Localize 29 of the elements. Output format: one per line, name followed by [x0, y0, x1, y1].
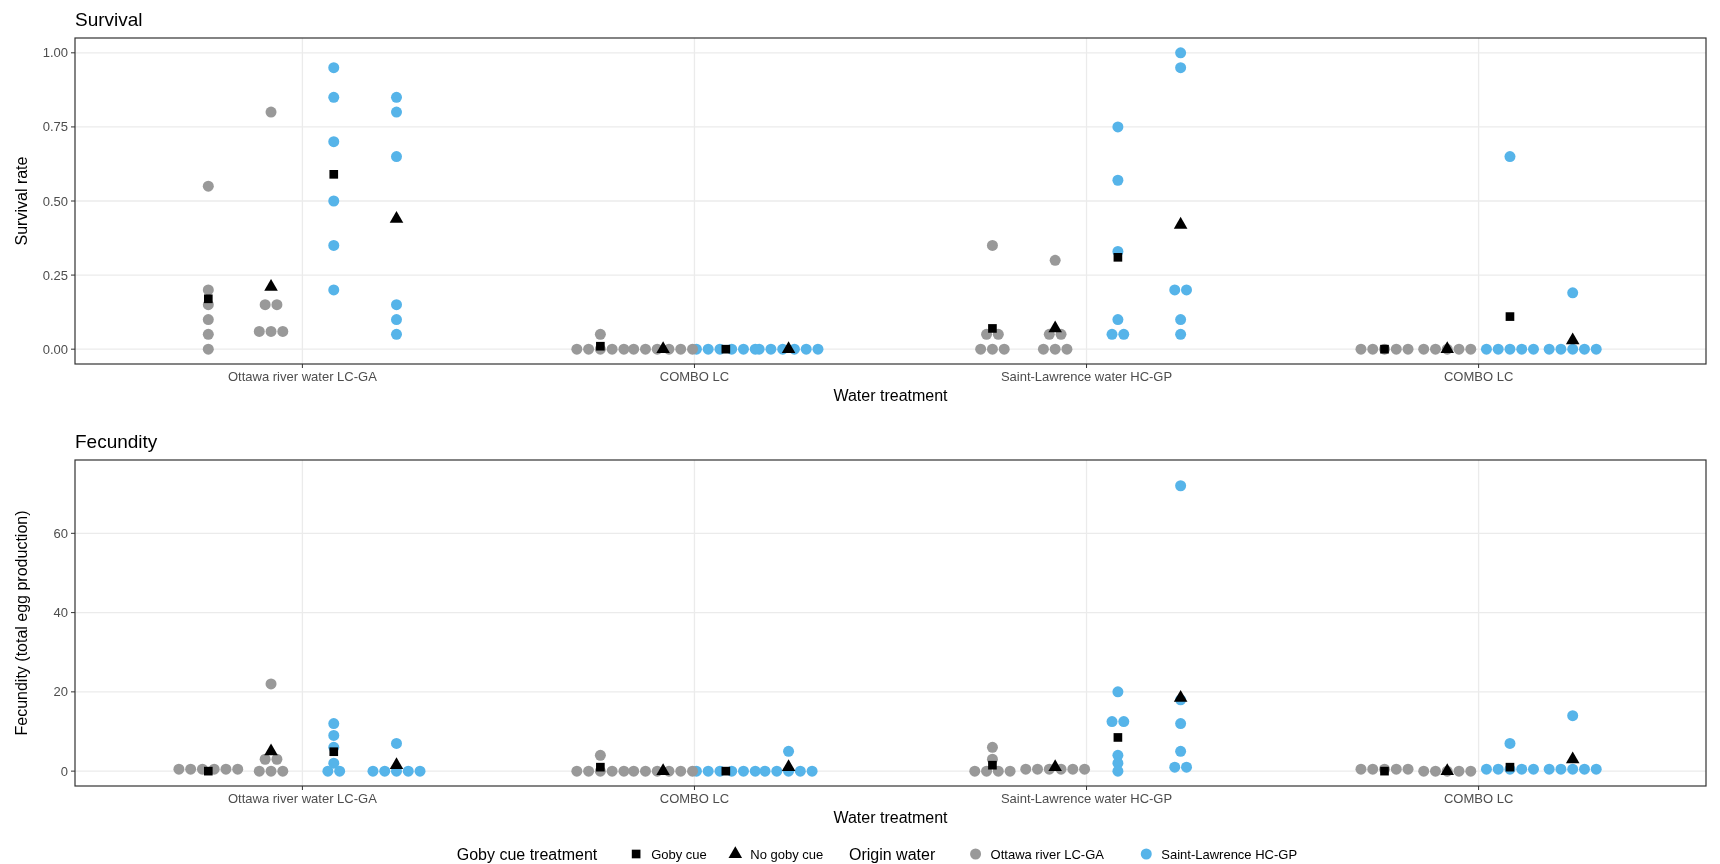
y-tick-label: 0: [60, 763, 68, 779]
x-axis-title: Water treatment: [833, 809, 949, 826]
x-tick-label: Saint-Lawrence water HC-GP: [1000, 791, 1173, 806]
text: Origin water: [848, 845, 936, 863]
x-tick-label: Saint-Lawrence water HC-GP: [1000, 369, 1173, 384]
x-tick-label: Ottawa river water LC-GA: [227, 369, 378, 384]
y-tick-label: 0.50: [42, 193, 68, 209]
legend-label: No goby cue: [750, 846, 824, 862]
y-axis-title: Fecundity (total egg production): [13, 510, 30, 736]
y-tick-label: 60: [53, 525, 68, 541]
chart-title: Survival: [75, 9, 143, 30]
x-tick-label: COMBO LC: [659, 369, 730, 384]
y-tick-label: 1.00: [42, 45, 68, 61]
chart-title: Fecundity: [75, 431, 158, 452]
y-tick-label: 40: [53, 605, 68, 621]
y-axis-title: Survival rate: [13, 156, 30, 246]
x-tick-label: COMBO LC: [1443, 791, 1514, 806]
y-tick-label: 0.25: [42, 267, 68, 283]
x-tick-label: COMBO LC: [659, 791, 730, 806]
legend-label: Ottawa river LC-GA: [990, 846, 1105, 862]
y-tick-label: 20: [53, 684, 68, 700]
x-tick-label: COMBO LC: [1443, 369, 1514, 384]
y-tick-label: 0.75: [42, 119, 68, 135]
y-tick-label: 0.00: [42, 341, 68, 357]
legend-label: Saint-Lawrence HC-GP: [1161, 846, 1298, 862]
x-axis-title: Water treatment: [833, 387, 949, 404]
legend-title: Goby cue treatment: [456, 845, 598, 863]
x-tick-label: Ottawa river water LC-GA: [227, 791, 378, 806]
legend-label: Goby cue: [651, 846, 707, 862]
